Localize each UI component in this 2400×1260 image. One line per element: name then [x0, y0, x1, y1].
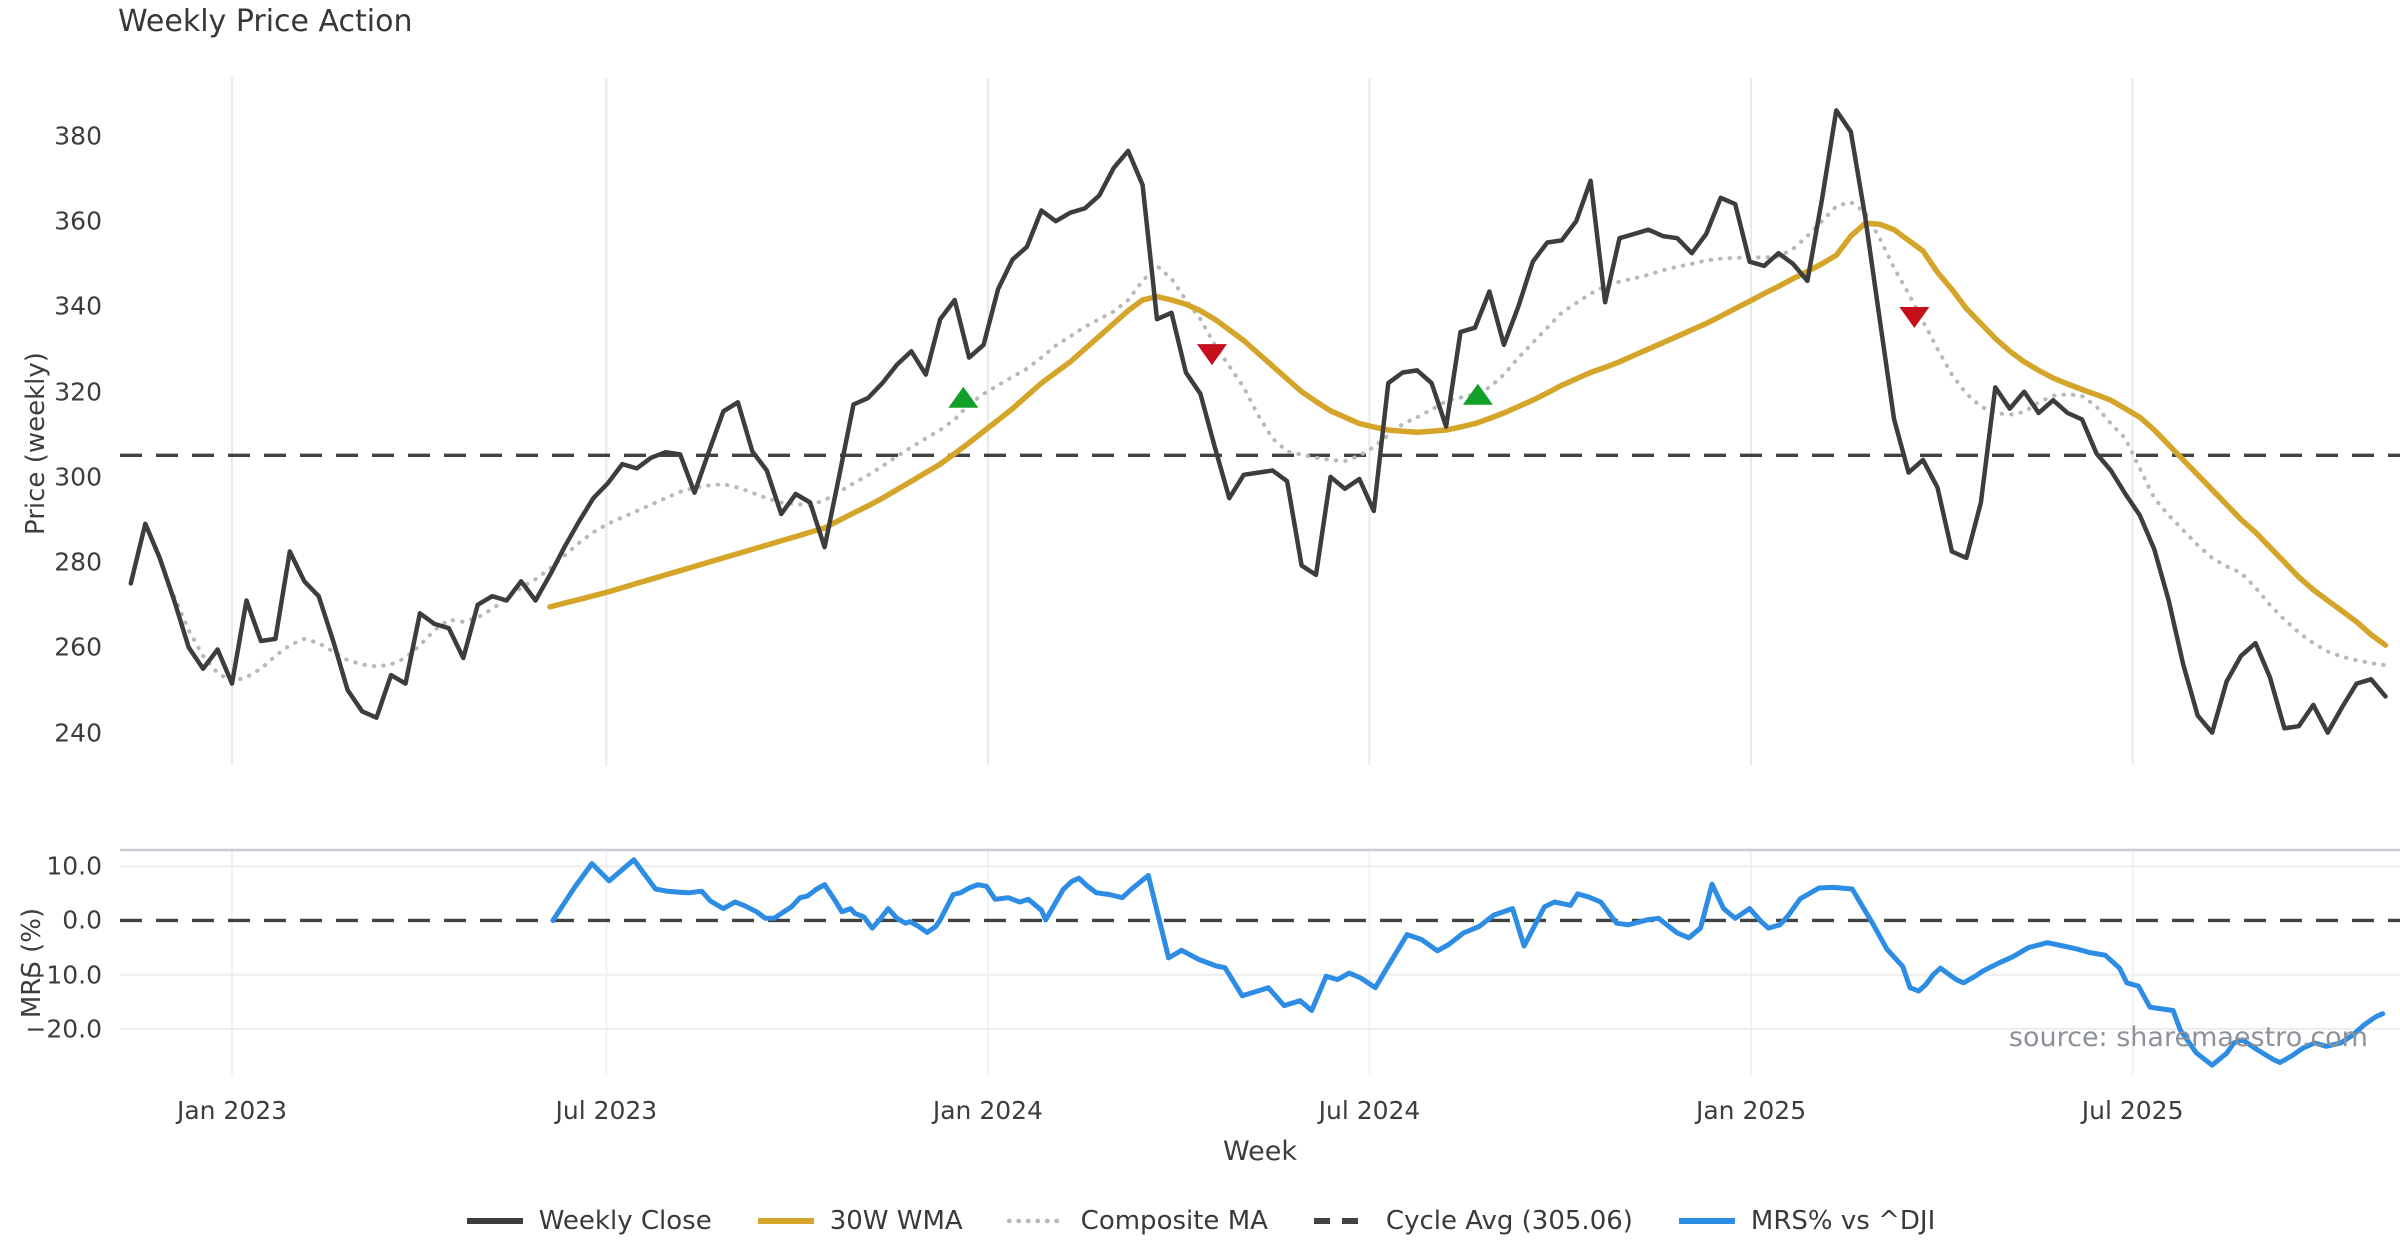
sell-signal-marker [1899, 307, 1930, 329]
mrs-ytick-0.0: 0.0 [62, 905, 102, 935]
mrs-ytick-−10.0: −10.0 [25, 960, 102, 990]
legend-item-weekly-close: Weekly Close [465, 1206, 712, 1236]
legend-label: 30W WMA [829, 1206, 963, 1236]
buy-signal-marker [1462, 383, 1493, 405]
sell-signal-marker [1196, 344, 1227, 366]
xtick-Jan-2024: Jan 2024 [932, 1096, 1043, 1125]
legend: Weekly Close 30W WMA Composite MA Cycle Avg… [0, 1206, 2400, 1236]
legend-item-cycle-avg-305-06-: Cycle Avg (305.06) [1312, 1206, 1633, 1236]
buy-signal-marker [948, 386, 979, 408]
legend-item-mrs-vs-dji: MRS% vs ^DJI [1677, 1206, 1935, 1236]
price-ytick-260: 260 [54, 632, 102, 662]
source-note: source: sharemaestro.com [2008, 1022, 2368, 1053]
legend-label: Weekly Close [538, 1206, 712, 1236]
mrs-ytick-−20.0: −20.0 [25, 1014, 102, 1044]
legend-swatch-solid [1678, 1218, 1735, 1224]
x-axis-label: Week [1223, 1136, 1297, 1167]
legend-swatch-dashed [1313, 1218, 1370, 1224]
mrs-ytick-10.0: 10.0 [46, 851, 102, 881]
composite-ma-line [172, 200, 2388, 684]
price-ytick-320: 320 [54, 377, 102, 407]
xtick-Jul-2025: Jul 2025 [2081, 1096, 2184, 1125]
legend-swatch-dotted [1006, 1218, 1067, 1224]
legend-swatch-solid [466, 1218, 523, 1224]
legend-item-composite-ma: Composite MA [1006, 1206, 1268, 1236]
price-ytick-380: 380 [54, 121, 102, 151]
price-ytick-300: 300 [54, 462, 102, 492]
legend-swatch-solid [757, 1218, 814, 1224]
mrs-line [550, 857, 2386, 1068]
xtick-Jul-2023: Jul 2023 [555, 1096, 658, 1125]
legend-item-30w-wma: 30W WMA [756, 1206, 963, 1236]
legend-label: Composite MA [1080, 1206, 1268, 1236]
price-ytick-240: 240 [54, 718, 102, 748]
price-ytick-340: 340 [54, 291, 102, 321]
legend-label: MRS% vs ^DJI [1750, 1206, 1936, 1236]
weekly-close-line [128, 108, 2388, 735]
legend-label: Cycle Avg (305.06) [1385, 1206, 1633, 1236]
xtick-Jan-2025: Jan 2025 [1695, 1096, 1807, 1125]
price-ytick-280: 280 [54, 547, 102, 577]
price-ytick-360: 360 [54, 206, 102, 236]
xtick-Jul-2024: Jul 2024 [1318, 1096, 1421, 1125]
wma-30w-line [547, 220, 2389, 648]
page-title: Weekly Price Action [118, 4, 413, 39]
xtick-Jan-2023: Jan 2023 [176, 1096, 288, 1125]
